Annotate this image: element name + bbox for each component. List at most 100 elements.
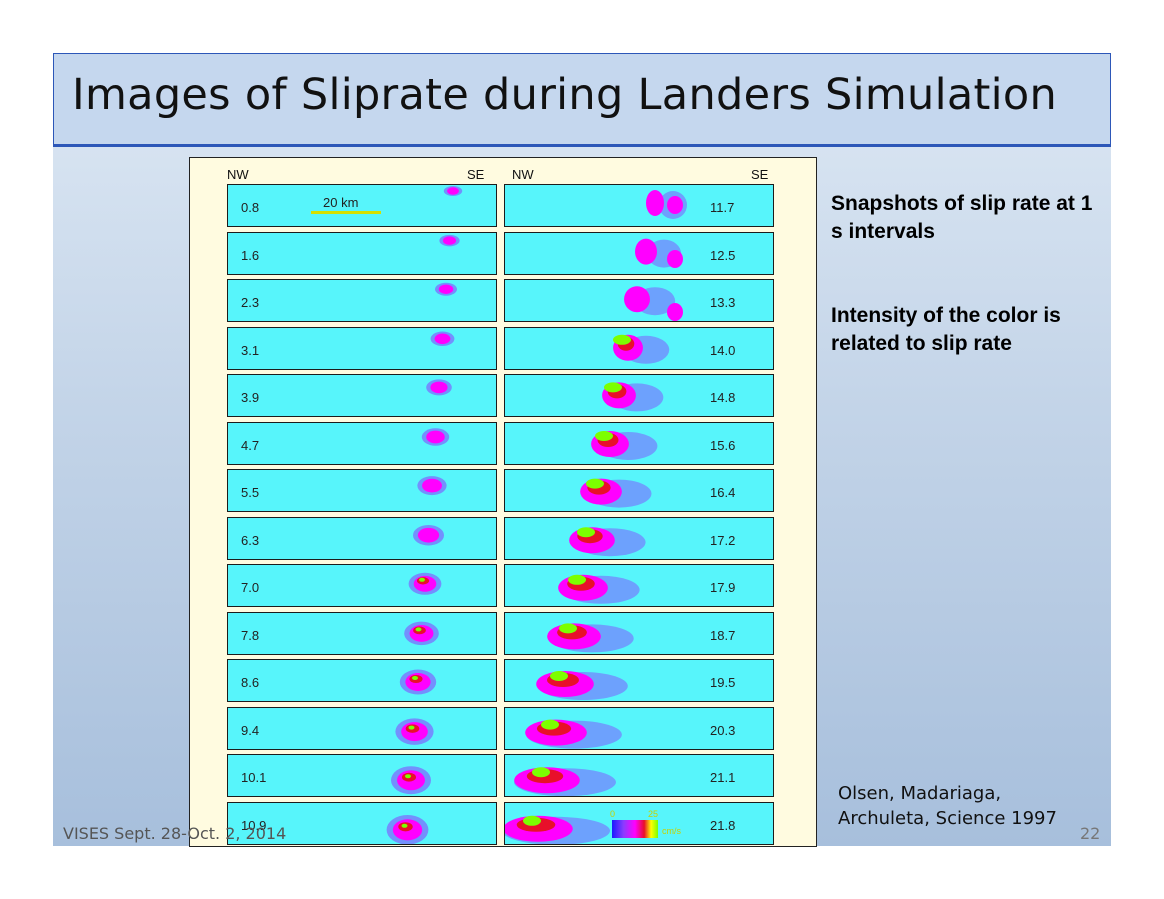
sliprate-patch — [447, 187, 459, 195]
left-header-se: SE — [467, 167, 485, 182]
scale-bar: 20 km — [311, 195, 381, 214]
time-label: 13.3 — [710, 295, 736, 310]
snapshot-panel-left: 0.8 20 km — [227, 184, 497, 227]
time-label: 3.1 — [241, 342, 260, 358]
time-label: 6.3 — [241, 532, 260, 548]
sliprate-patch — [532, 767, 550, 778]
sliprate-map — [646, 190, 687, 219]
sliprate-map — [443, 186, 463, 196]
scale-label: 20 km — [323, 195, 358, 210]
sliprate-patch — [412, 676, 418, 680]
snapshot-panel-right: 14.8 — [504, 374, 774, 417]
sliprate-patch — [667, 249, 683, 268]
sliprate-patch — [426, 430, 445, 443]
snapshot-panel-left: 7.0 — [227, 564, 497, 607]
sliprate-map — [391, 766, 431, 795]
snapshot-panel-left: 1.6 — [227, 231, 497, 275]
sliprate-patch — [442, 235, 457, 245]
colorbar-legend: 0 25 cm/s — [610, 809, 681, 838]
sliprate-map — [435, 282, 457, 296]
time-label: 14.8 — [710, 390, 736, 405]
sliprate-map — [602, 382, 664, 412]
sliprate-patch — [604, 382, 622, 393]
time-label: 3.9 — [241, 390, 260, 405]
snapshot-panel-right: 16.4 — [504, 469, 774, 512]
sliprate-patch — [559, 622, 577, 633]
sliprate-patch — [577, 526, 595, 537]
note-intensity: Intensity of the color is related to sli… — [831, 304, 1061, 355]
colorbar-unit-label: cm/s — [662, 826, 681, 836]
colorbar-gradient — [612, 820, 658, 838]
sliprate-patch — [613, 334, 631, 345]
snapshot-panel-right: 18.7 — [504, 611, 774, 655]
time-label: 5.5 — [241, 485, 260, 500]
sliprate-patch — [438, 284, 454, 294]
left-header-nw: NW — [227, 167, 249, 182]
time-label: 21.1 — [710, 770, 736, 785]
snapshot-panel-left: 7.8 — [227, 611, 497, 655]
snapshot-panel-left: 10.1 — [227, 754, 497, 797]
time-label: 17.9 — [710, 580, 736, 595]
time-label: 4.7 — [241, 437, 260, 453]
sliprate-patch — [434, 333, 451, 344]
snapshot-panel-left: 5.5 — [227, 469, 497, 512]
time-label: 17.2 — [710, 532, 736, 548]
time-label: 9.4 — [241, 722, 260, 738]
snapshot-panel-right: 14.0 — [504, 326, 774, 370]
footer-text: VISES Sept. 28-Oct. 2, 2014 — [63, 824, 287, 843]
snapshot-panel-right: 12.5 — [504, 231, 774, 275]
sliprate-map — [569, 526, 646, 556]
sliprate-patch — [568, 574, 586, 585]
time-label: 20.3 — [710, 722, 736, 738]
snapshot-panel-left: 6.3 — [227, 516, 497, 560]
colorbar-min-label: 0 — [610, 809, 615, 819]
sliprate-map — [514, 767, 616, 796]
time-label: 8.6 — [241, 675, 260, 690]
title-bar: Images of Sliprate during Landers Simula… — [53, 53, 1111, 147]
sliprate-patch — [422, 478, 442, 493]
sliprate-map — [408, 572, 442, 595]
slide-title: Images of Sliprate during Landers Simula… — [72, 70, 1058, 120]
sliprate-map — [558, 574, 640, 604]
sliprate-map — [613, 334, 670, 364]
sliprate-patch — [635, 238, 657, 265]
snapshot-panel-right: 11.7 — [504, 184, 774, 227]
sliprate-map — [404, 621, 439, 645]
sliprate-map — [536, 671, 628, 700]
sliprate-patch — [586, 478, 604, 489]
snapshot-panel-right: 17.9 — [504, 564, 774, 607]
snapshot-panel-left: 4.7 — [227, 421, 497, 465]
snapshot-panel-left: 3.1 — [227, 326, 497, 370]
snapshot-panel-left: 10.9 — [227, 801, 497, 845]
time-label: 0.8 — [241, 200, 260, 215]
time-label: 19.5 — [710, 675, 736, 690]
time-label: 1.6 — [241, 247, 260, 263]
time-label: 7.8 — [241, 627, 260, 643]
time-label: 10.9 — [241, 817, 267, 833]
scale-line — [311, 211, 381, 214]
sliprate-map — [426, 379, 452, 396]
sliprate-patch — [419, 577, 425, 582]
sliprate-map — [413, 524, 444, 545]
sliprate-patch — [541, 719, 559, 730]
snapshot-panel-left: 2.3 — [227, 279, 497, 322]
citation: Olsen, Madariaga, Archuleta, Science 199… — [838, 783, 1057, 829]
sliprate-map — [430, 331, 455, 346]
right-header-se: SE — [751, 167, 769, 182]
sliprate-patch — [415, 626, 422, 631]
sliprate-map — [580, 478, 652, 508]
right-header-nw: NW — [512, 167, 534, 182]
sliprate-map — [525, 719, 622, 749]
time-label: 16.4 — [710, 485, 736, 500]
sliprate-figure: NW SE NW SE 0.8 20 km 1.6 2.3 3.1 3.9 4.7 5.5 6.… — [189, 157, 817, 847]
sliprate-patch — [417, 527, 440, 543]
snapshot-panel-right: 20.3 — [504, 706, 774, 750]
sliprate-patch — [408, 725, 415, 730]
time-label: 18.7 — [710, 627, 736, 643]
time-label: 10.1 — [241, 770, 267, 785]
snapshot-panel-left: 3.9 — [227, 374, 497, 417]
sliprate-patch — [550, 671, 568, 681]
sliprate-patch — [405, 774, 411, 779]
time-label: 14.0 — [710, 342, 736, 358]
sliprate-patch — [430, 381, 448, 394]
